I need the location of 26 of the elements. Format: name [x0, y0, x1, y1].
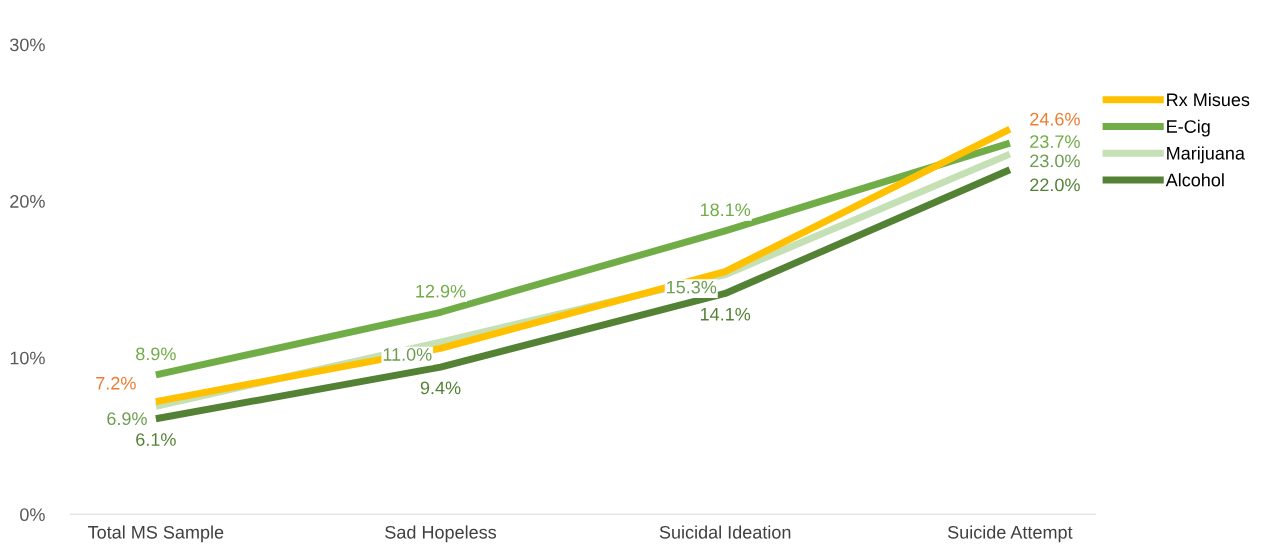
- y-tick-label: 30%: [10, 38, 45, 52]
- data-label: 22.0%: [1030, 178, 1080, 192]
- data-label: 23.0%: [1030, 154, 1080, 168]
- y-tick-label: 20%: [10, 195, 45, 208]
- legend-label: Marijuana: [1167, 146, 1245, 164]
- data-label: 24.6%: [1030, 112, 1080, 126]
- x-tick-label: Sad Hopeless: [385, 525, 497, 543]
- data-label: 6.1%: [136, 433, 176, 446]
- data-label: 7.2%: [96, 376, 136, 390]
- data-label: 14.1%: [700, 307, 751, 321]
- data-label: 23.7%: [1030, 135, 1080, 148]
- legend-label: Rx Misues: [1167, 92, 1250, 107]
- data-label: 12.9%: [416, 284, 466, 298]
- x-tick-label: Suicide Attempt: [947, 525, 1073, 543]
- data-label: 15.3%: [667, 280, 717, 294]
- y-tick-label: 10%: [10, 351, 45, 365]
- legend-label: Alcohol: [1165, 173, 1224, 187]
- data-label: 9.4%: [420, 381, 461, 395]
- x-tick-label: Total MS Sample: [88, 525, 224, 543]
- data-label: 18.1%: [700, 203, 751, 217]
- legend-label: E-Cig: [1167, 119, 1210, 137]
- data-label: 11.0%: [383, 348, 432, 361]
- data-label: 8.9%: [136, 347, 176, 361]
- data-label: 6.9%: [107, 412, 147, 426]
- y-tick-label: 0%: [20, 508, 45, 522]
- x-tick-label: Suicidal Ideation: [659, 525, 791, 539]
